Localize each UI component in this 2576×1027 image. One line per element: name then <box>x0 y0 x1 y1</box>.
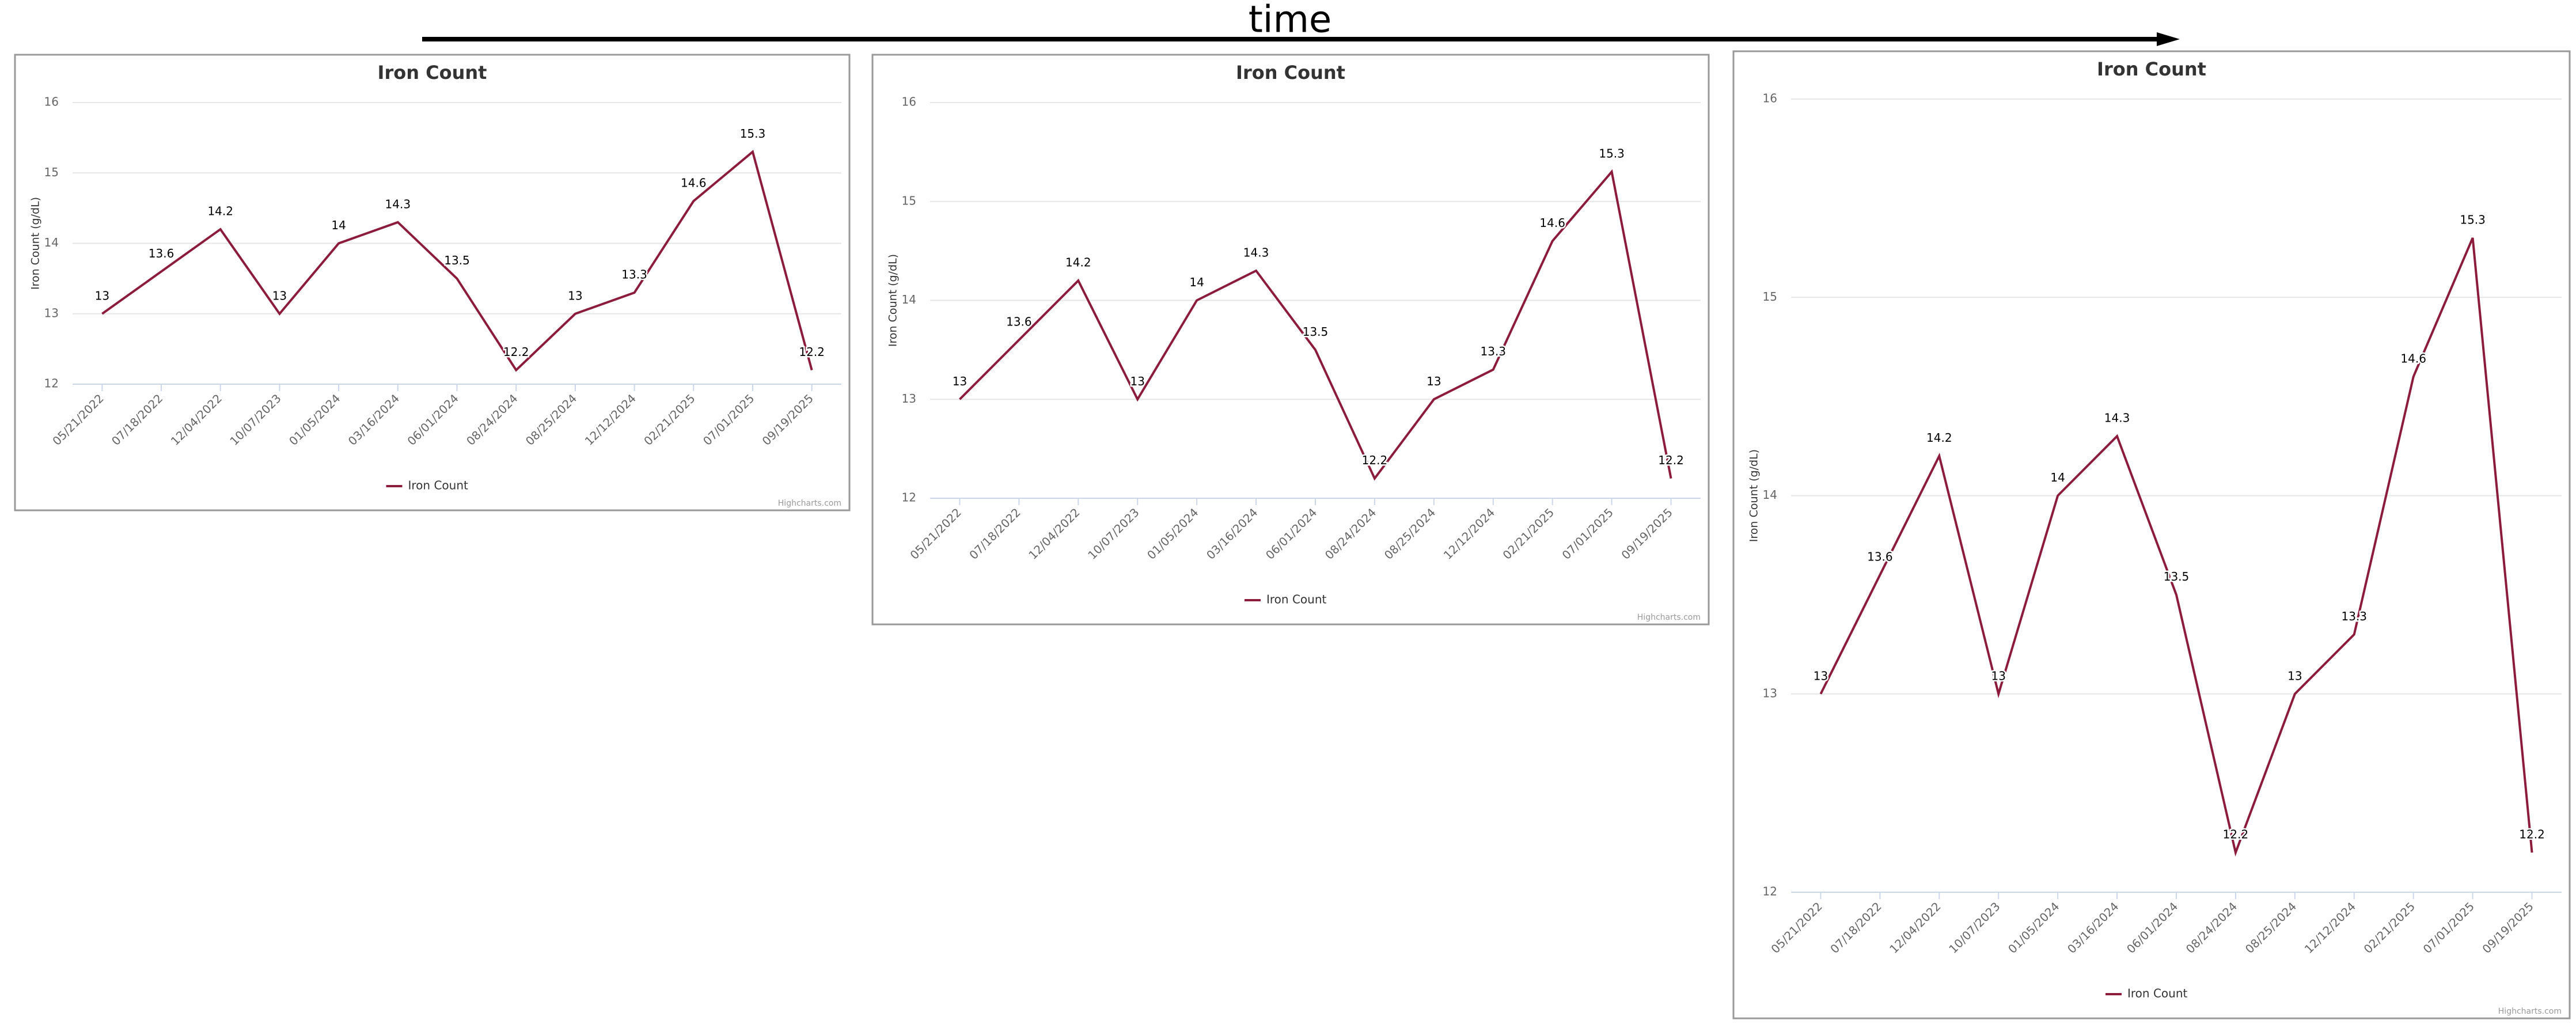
data-label: 14.2 <box>1926 431 1952 445</box>
data-line <box>959 169 1672 481</box>
data-label: 12.2 <box>1658 453 1684 467</box>
y-tick-label: 16 <box>1763 92 1777 105</box>
y-tick-label: 13 <box>44 306 59 320</box>
data-line <box>101 150 813 372</box>
data-label: 13.6 <box>1867 550 1893 564</box>
y-tick-label: 12 <box>902 491 916 505</box>
data-label: 14.6 <box>1539 216 1565 230</box>
data-label: 13.6 <box>149 247 174 260</box>
data-label: 12.2 <box>2519 828 2545 842</box>
credits: Highcharts.com <box>1637 613 1701 622</box>
chart-title: Iron Count <box>2097 58 2206 80</box>
chart-frame <box>871 54 1710 626</box>
arrow-label: time <box>1249 0 1332 41</box>
y-tick-label: 14 <box>902 293 916 306</box>
data-label: 14.3 <box>1243 245 1269 259</box>
y-tick-label: 12 <box>44 377 59 391</box>
data-label: 13 <box>1991 669 2006 683</box>
data-label: 13.5 <box>1303 325 1329 339</box>
y-tick-label: 15 <box>44 165 59 179</box>
data-label: 14.3 <box>385 197 411 211</box>
data-label: 13 <box>2287 669 2302 683</box>
y-tick-label: 15 <box>1763 290 1777 304</box>
data-label: 12.2 <box>503 345 529 359</box>
data-label: 14.2 <box>207 204 233 218</box>
data-label: 15.3 <box>1599 147 1625 161</box>
data-label: 15.3 <box>740 127 766 141</box>
data-label: 13 <box>1130 374 1145 388</box>
data-label: 12.2 <box>799 345 825 359</box>
data-label: 14.2 <box>1065 256 1091 270</box>
data-label: 13 <box>568 289 582 302</box>
chart-title: Iron Count <box>378 62 487 84</box>
data-label: 15.3 <box>2460 213 2486 226</box>
y-axis-title: Iron Count (g/dL) <box>887 254 900 347</box>
y-tick-label: 13 <box>1763 686 1777 700</box>
y-axis-title: Iron Count (g/dL) <box>29 197 42 290</box>
data-label: 14.6 <box>681 176 707 190</box>
y-tick-label: 16 <box>902 95 916 109</box>
data-label: 12.2 <box>2223 828 2249 842</box>
data-label: 13.3 <box>2342 609 2368 623</box>
data-label: 13.3 <box>621 268 647 282</box>
data-label: 14.3 <box>2104 411 2130 425</box>
data-label: 14 <box>1189 275 1204 289</box>
y-tick-label: 16 <box>44 95 59 109</box>
y-tick-label: 12 <box>1763 885 1777 899</box>
y-axis-title: Iron Count (g/dL) <box>1748 449 1761 542</box>
credits: Highcharts.com <box>778 499 841 508</box>
chart-frame <box>14 54 851 511</box>
legend-label: Iron Count <box>408 479 469 492</box>
y-tick-label: 15 <box>902 194 916 207</box>
data-label: 13.6 <box>1006 315 1032 329</box>
data-label: 14 <box>331 218 346 232</box>
data-label: 14.6 <box>2400 351 2426 365</box>
data-label: 13 <box>95 289 109 302</box>
chart-frame <box>1732 50 2571 1020</box>
data-label: 13 <box>1814 669 1828 683</box>
y-tick-label: 13 <box>902 392 916 406</box>
data-label: 12.2 <box>1362 453 1388 467</box>
legend-label: Iron Count <box>2127 987 2188 1001</box>
data-label: 14 <box>2050 471 2065 484</box>
legend-label: Iron Count <box>1266 593 1327 607</box>
data-label: 13 <box>272 289 287 302</box>
y-tick-label: 14 <box>1763 488 1777 502</box>
credits: Highcharts.com <box>2498 1007 2562 1016</box>
chart-title: Iron Count <box>1236 62 1345 84</box>
arrow-head <box>2157 32 2180 46</box>
data-label: 13 <box>953 374 967 388</box>
data-label: 13.3 <box>1481 344 1507 358</box>
data-label: 13 <box>1427 374 1441 388</box>
y-tick-label: 14 <box>44 236 59 249</box>
data-label: 13.5 <box>2164 570 2190 583</box>
data-label: 13.5 <box>444 253 470 267</box>
data-line <box>1819 237 2533 857</box>
